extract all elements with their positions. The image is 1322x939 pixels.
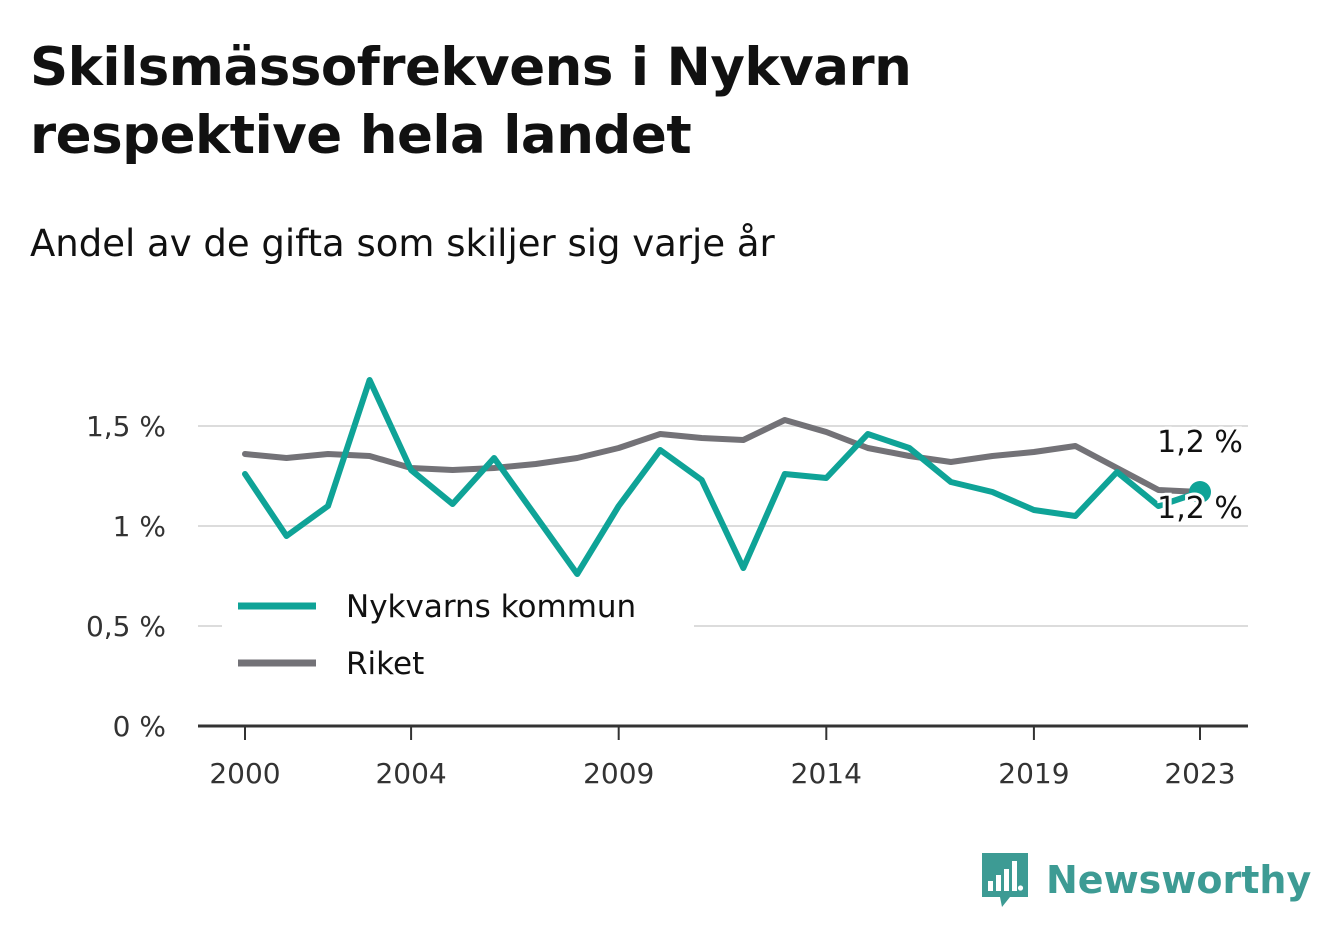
y-tick-label: 0 % [113,710,166,743]
brand-name: Newsworthy [1046,858,1312,902]
series-end-label: 1,2 % [1157,491,1243,526]
y-tick-label: 1 % [113,510,166,543]
series-end-label: 1,2 % [1157,425,1243,460]
y-axis-ticks: 0 % 0,5 % 1 % 1,5 % [86,410,166,743]
chart-subtitle: Andel av de gifta som skiljer sig varje … [30,222,775,265]
brand: Newsworthy [980,850,1311,910]
x-tick-label: 2000 [209,757,280,790]
legend: Nykvarns kommun Riket [222,584,694,696]
x-tick-label: 2004 [375,757,446,790]
series-end-marker [1189,481,1211,503]
series-line [242,377,1203,577]
legend-label: Riket [346,646,424,682]
x-tick-label: 2014 [791,757,862,790]
x-tick-label: 2023 [1164,757,1235,790]
newsworthy-logo-icon [982,853,1028,907]
x-tick-label: 2009 [583,757,654,790]
chart-title: Skilsmässofrekvens i Nykvarn respektive … [30,37,912,166]
series-lines [242,377,1211,577]
end-labels: 1,2 % 1,2 % [1154,422,1246,529]
y-tick-label: 0,5 % [86,610,166,643]
x-axis: 2000 2004 2009 2014 2019 2023 [198,724,1248,790]
y-tick-label: 1,5 % [86,410,166,443]
x-tick-label: 2019 [998,757,1069,790]
legend-label: Nykvarns kommun [346,589,636,625]
series-line [242,417,1203,495]
